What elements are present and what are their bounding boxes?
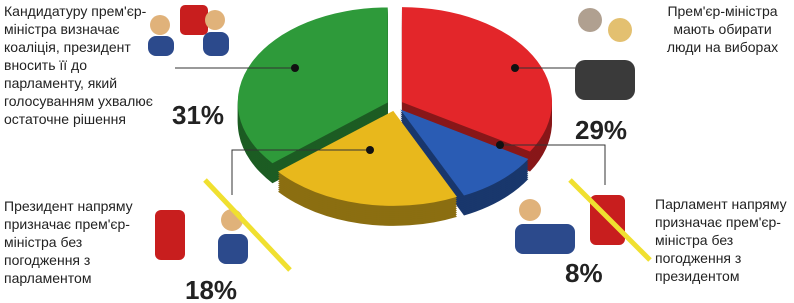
value-label: 31% (172, 100, 224, 131)
slice-description: Президент напряму призначає прем'єр-міні… (4, 197, 149, 287)
person-icon (218, 234, 248, 264)
people-icon (515, 224, 575, 254)
pie (238, 7, 552, 226)
leader-dot (366, 146, 374, 154)
person-icon (578, 8, 602, 32)
cross-line (570, 180, 650, 260)
value-label: 8% (565, 258, 603, 289)
value-label: 18% (185, 275, 237, 303)
chair-icon (155, 210, 185, 260)
leader-dot (291, 64, 299, 72)
people-icon (575, 60, 635, 100)
leader-dot (496, 141, 504, 149)
infographic: Кандидатуру прем'єр-міністра визначає ко… (0, 0, 794, 303)
person-icon (608, 18, 632, 42)
person-icon (519, 199, 541, 221)
chair-icon (180, 5, 208, 35)
slice-description: Кандидатуру прем'єр-міністра визначає ко… (4, 2, 164, 128)
person-icon (205, 10, 225, 30)
slice-description: Прем'єр-міністра мають обирати люди на в… (660, 2, 785, 56)
value-label: 29% (575, 115, 627, 146)
person-icon (203, 32, 229, 56)
leader-dot (511, 64, 519, 72)
slice-description: Парламент напряму призначає прем'єр-міні… (655, 195, 794, 285)
